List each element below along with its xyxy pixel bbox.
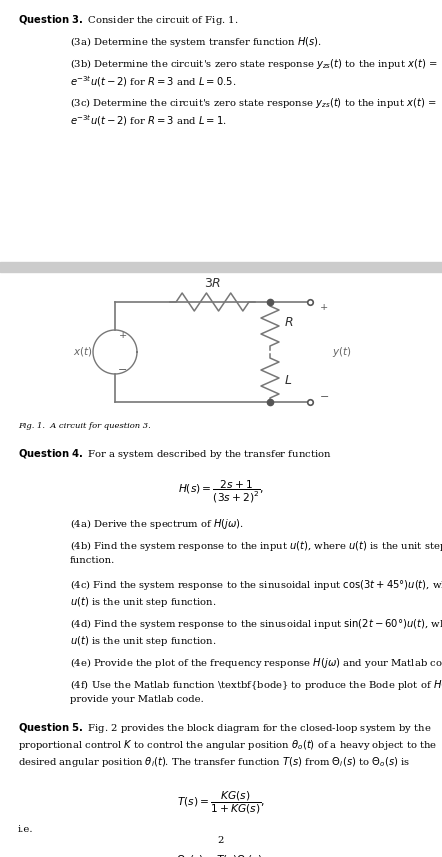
Text: $3R$: $3R$ — [204, 277, 221, 290]
Text: $R$: $R$ — [284, 316, 293, 329]
Text: $T(s) = \dfrac{KG(s)}{1 + KG(s)},$: $T(s) = \dfrac{KG(s)}{1 + KG(s)},$ — [177, 790, 265, 817]
Text: (4a) Derive the spectrum of $H(j\omega)$.: (4a) Derive the spectrum of $H(j\omega)$… — [70, 517, 244, 531]
Text: $\mathbf{Question\ 3.}$ Consider the circuit of Fig. 1.: $\mathbf{Question\ 3.}$ Consider the cir… — [18, 13, 238, 27]
Text: (3b) Determine the circuit's zero state response $y_{zs}(t)$ to the input $x(t)$: (3b) Determine the circuit's zero state … — [70, 57, 438, 71]
Text: $y(t)$: $y(t)$ — [332, 345, 352, 359]
Text: i.e.: i.e. — [18, 825, 34, 834]
Text: $e^{-3t}u(t-2)$ for $R = 3$ and $L = 1$.: $e^{-3t}u(t-2)$ for $R = 3$ and $L = 1$. — [70, 113, 227, 128]
Text: function.: function. — [70, 556, 115, 565]
Text: +: + — [119, 331, 127, 339]
Bar — [0, 262, 442, 272]
Text: $L$: $L$ — [284, 375, 292, 387]
Text: (4e) Provide the plot of the frequency response $H(j\omega)$ and your Matlab cod: (4e) Provide the plot of the frequency r… — [70, 656, 442, 670]
Text: −: − — [118, 365, 128, 375]
Text: $\mathbf{Question\ 5.}$ Fig. 2 provides the block diagram for the closed-loop sy: $\mathbf{Question\ 5.}$ Fig. 2 provides … — [18, 721, 431, 735]
Text: +: + — [320, 303, 328, 311]
Text: provide your Matlab code.: provide your Matlab code. — [70, 695, 204, 704]
Text: (4d) Find the system response to the sinusoidal input $\sin(2t - 60°)u(t)$, wher: (4d) Find the system response to the sin… — [70, 617, 442, 631]
Text: $u(t)$ is the unit step function.: $u(t)$ is the unit step function. — [70, 595, 216, 609]
Text: $\Theta_o(s) = T(s)\Theta_i(s).$: $\Theta_o(s) = T(s)\Theta_i(s).$ — [176, 853, 266, 857]
Text: (4b) Find the system response to the input $u(t)$, where $u(t)$ is the unit step: (4b) Find the system response to the inp… — [70, 539, 442, 553]
Text: $u(t)$ is the unit step function.: $u(t)$ is the unit step function. — [70, 634, 216, 648]
Text: (3c) Determine the circuit's zero state response $y_{zs}(t)$ to the input $x(t)$: (3c) Determine the circuit's zero state … — [70, 96, 437, 110]
Text: proportional control $K$ to control the angular position $\theta_o(t)$ of a heav: proportional control $K$ to control the … — [18, 738, 437, 752]
Text: desired angular position $\theta_i(t)$. The transfer function $T(s)$ from $\Thet: desired angular position $\theta_i(t)$. … — [18, 755, 410, 769]
Text: $\mathbf{Question\ 4.}$ For a system described by the transfer function: $\mathbf{Question\ 4.}$ For a system des… — [18, 447, 332, 461]
Text: −: − — [320, 392, 329, 402]
Text: $e^{-3t}u(t-2)$ for $R = 3$ and $L = 0.5$.: $e^{-3t}u(t-2)$ for $R = 3$ and $L = 0.5… — [70, 74, 236, 89]
Text: (3a) Determine the system transfer function $H(s)$.: (3a) Determine the system transfer funct… — [70, 35, 322, 49]
Text: $x(t)$: $x(t)$ — [73, 345, 93, 358]
Text: $H(s) = \dfrac{2s + 1}{(3s + 2)^2},$: $H(s) = \dfrac{2s + 1}{(3s + 2)^2},$ — [178, 479, 264, 505]
Text: Fig. 1.  A circuit for question 3.: Fig. 1. A circuit for question 3. — [18, 422, 151, 430]
Text: (4c) Find the system response to the sinusoidal input $\cos(3t + 45°)u(t)$, wher: (4c) Find the system response to the sin… — [70, 578, 442, 592]
Text: (4f) Use the Matlab function \textbf{bode} to produce the Bode plot of $H(j\omeg: (4f) Use the Matlab function \textbf{bod… — [70, 678, 442, 692]
Text: 2: 2 — [218, 836, 224, 845]
